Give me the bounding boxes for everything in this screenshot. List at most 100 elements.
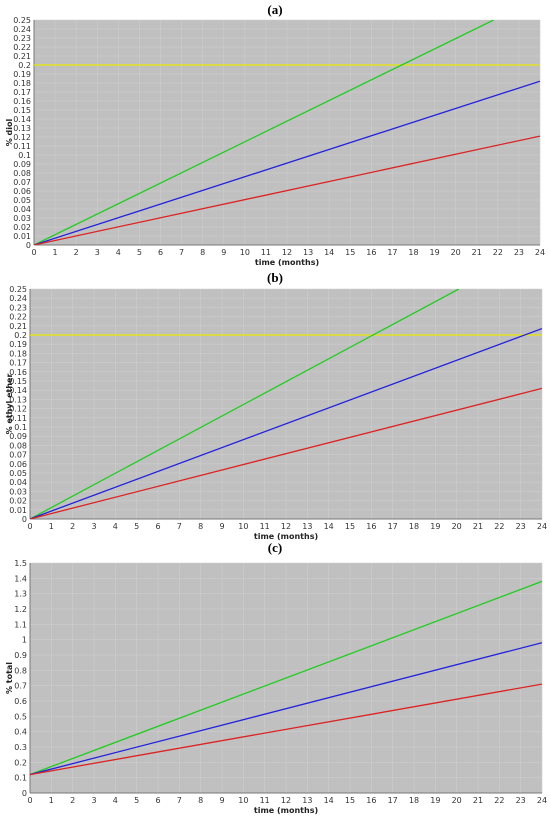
chart-a-y-tick-label: 0.14 [13, 115, 31, 124]
chart-c-x-tick-label: 7 [177, 796, 182, 805]
chart-c-x-tick-label: 13 [302, 796, 312, 805]
chart-c-y-tick-label: 0.6 [14, 697, 27, 706]
chart-a-x-tick-label: 7 [179, 248, 184, 257]
chart-a-x-tick-label: 9 [221, 248, 226, 257]
chart-a-x-tick-label: 3 [95, 248, 100, 257]
chart-b-x-tick-label: 1 [49, 522, 54, 531]
chart-a-y-tick-label: 0.03 [13, 214, 31, 223]
chart-c-y-tick-label: 0.2 [14, 758, 27, 767]
chart-a-series-line-2 [34, 80, 540, 245]
chart-c-x-tick-label: 16 [366, 796, 376, 805]
chart-a-x-tick-label: 14 [324, 248, 334, 257]
chart-a-y-axis-title: % diol [5, 118, 14, 146]
chart-b-y-tick-label: 0.08 [9, 441, 27, 450]
chart-c-x-tick-label: 4 [113, 796, 118, 805]
chart-a-x-tick-label: 19 [429, 248, 439, 257]
chart-b-y-tick-label: 0.15 [9, 377, 27, 386]
chart-c-x-tick-label: 1 [49, 796, 54, 805]
chart-b-x-tick-label: 7 [177, 522, 182, 531]
chart-a-y-tick-label: 0.1 [18, 151, 31, 160]
chart-a-x-tick-label: 15 [345, 248, 355, 257]
chart-c-x-tick-label: 20 [452, 796, 462, 805]
chart-a-y-tick-label: 0.01 [13, 232, 31, 241]
chart-a-y-tick-label: 0.04 [13, 205, 31, 214]
chart-b-x-tick-label: 22 [494, 522, 504, 531]
chart-b-y-axis-title: % ethyl ether [5, 374, 14, 435]
chart-c-x-tick-label: 5 [134, 796, 139, 805]
chart-c-x-tick-label: 22 [494, 796, 504, 805]
chart-b-x-tick-label: 14 [324, 522, 334, 531]
chart-b-y-tick-label: 0.23 [9, 303, 27, 312]
chart-b-series-line-1 [30, 289, 460, 519]
chart-a-x-tick-label: 8 [200, 248, 205, 257]
chart-c-series-line-1 [30, 580, 542, 776]
chart-b-x-tick-label: 24 [537, 522, 547, 531]
chart-a-x-tick-label: 20 [451, 248, 461, 257]
chart-c-y-tick-label: 0 [22, 789, 27, 798]
chart-a-x-tick-label: 13 [303, 248, 313, 257]
chart-b-y-tick-label: 0.18 [9, 349, 27, 358]
chart-b-y-tick-label: 0.22 [9, 313, 27, 322]
chart-b-y-tick-label: 0.25 [9, 285, 27, 294]
chart-a-x-tick-label: 23 [514, 248, 524, 257]
chart-c-x-tick-label: 3 [91, 796, 96, 805]
chart-b-y-tick-label: 0.09 [9, 432, 27, 441]
chart-c-y-tick-label: 0.7 [14, 682, 27, 691]
chart-b-y-tick-label: 0.16 [9, 368, 27, 377]
chart-a-y-tick-label: 0.12 [13, 133, 31, 142]
chart-a-y-tick-label: 0.2 [18, 61, 31, 70]
chart-a-y-tick-label: 0.06 [13, 187, 31, 196]
chart-a-y-tick-label: 0.24 [13, 25, 31, 34]
chart-b-x-tick-label: 21 [473, 522, 483, 531]
chart-a-x-tick-label: 22 [493, 248, 503, 257]
chart-b-y-tick-label: 0.14 [9, 386, 27, 395]
chart-b-series-line-2 [30, 327, 542, 519]
chart-c-x-tick-label: 10 [238, 796, 248, 805]
chart-b-series-line-3 [30, 387, 542, 519]
chart-b-y-tick-label: 0.03 [9, 487, 27, 496]
panel-label-c: (c) [267, 540, 283, 555]
chart-b-x-tick-label: 12 [281, 522, 291, 531]
chart-a-y-tick-label: 0.22 [13, 43, 31, 52]
chart-a-x-tick-label: 11 [261, 248, 271, 257]
chart-c-x-tick-label: 23 [516, 796, 526, 805]
chart-b-x-tick-label: 0 [27, 522, 32, 531]
chart-c-y-tick-label: 1.5 [14, 559, 27, 568]
chart-b-y-tick-label: 0.05 [9, 469, 27, 478]
chart-a-x-tick-label: 12 [282, 248, 292, 257]
chart-c-y-tick-label: 1.4 [14, 574, 27, 583]
chart-a-x-tick-label: 0 [31, 248, 36, 257]
chart-a-x-axis-title: time (months) [255, 258, 319, 267]
chart-b-x-tick-label: 9 [219, 522, 224, 531]
chart-c-x-tick-label: 19 [430, 796, 440, 805]
chart-b-y-tick-label: 0.01 [9, 506, 27, 515]
chart-a-y-tick-label: 0.08 [13, 169, 31, 178]
chart-c-x-tick-label: 11 [260, 796, 270, 805]
chart-c-y-tick-label: 1.3 [14, 590, 27, 599]
chart-b-x-tick-label: 6 [155, 522, 160, 531]
chart-a-y-tick-label: 0 [26, 241, 31, 250]
chart-b-y-tick-label: 0.2 [14, 331, 27, 340]
chart-a-x-tick-label: 6 [158, 248, 163, 257]
chart-a-y-tick-label: 0.11 [13, 142, 31, 151]
chart-b-x-tick-label: 23 [516, 522, 526, 531]
chart-c-x-tick-label: 15 [345, 796, 355, 805]
chart-a-y-tick-label: 0.05 [13, 196, 31, 205]
chart-b-x-tick-label: 19 [430, 522, 440, 531]
chart-a-y-tick-label: 0.25 [13, 16, 31, 25]
chart-c-x-tick-label: 6 [155, 796, 160, 805]
chart-b-y-tick-label: 0.07 [9, 451, 27, 460]
chart-c-y-tick-label: 0.3 [14, 743, 27, 752]
chart-c-x-tick-label: 17 [388, 796, 398, 805]
chart-a-x-tick-label: 16 [366, 248, 376, 257]
chart-b-y-tick-label: 0.21 [9, 322, 27, 331]
chart-a-x-tick-label: 10 [240, 248, 250, 257]
chart-b-y-tick-label: 0.11 [9, 414, 27, 423]
chart-b-x-tick-label: 8 [198, 522, 203, 531]
chart-c-x-tick-label: 21 [473, 796, 483, 805]
chart-b-x-tick-label: 20 [452, 522, 462, 531]
chart-a-y-tick-label: 0.19 [13, 70, 31, 79]
chart-c-x-tick-label: 0 [27, 796, 32, 805]
chart-b-x-axis-title: time (months) [254, 532, 318, 541]
chart-b-y-tick-label: 0.06 [9, 460, 27, 469]
